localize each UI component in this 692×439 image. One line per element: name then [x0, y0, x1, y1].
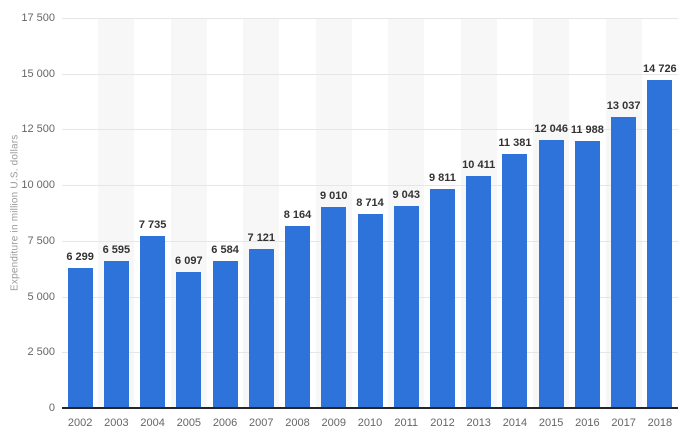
bar-value-label: 8 714: [356, 196, 384, 209]
y-tick-label: 7 500: [27, 234, 55, 247]
bar-value-label: 13 037: [606, 100, 641, 113]
bar-value-label: 6 584: [211, 244, 239, 257]
y-tick-label: 17 500: [21, 12, 55, 24]
x-tick-label: 2004: [140, 417, 165, 429]
x-tick-label: 2006: [212, 417, 238, 429]
bar-value-label: 6 299: [66, 250, 94, 263]
x-tick-label: 2017: [611, 417, 636, 429]
x-tick-label: 2005: [176, 417, 202, 429]
bar-value-label: 10 411: [462, 158, 496, 171]
bar[interactable]: [429, 189, 455, 408]
y-tick-label: 12 500: [21, 123, 55, 136]
bar-value-label: 7 121: [247, 232, 276, 245]
x-tick-label: 2014: [502, 417, 528, 429]
x-tick-label: 2003: [104, 417, 129, 429]
bar[interactable]: [647, 79, 673, 408]
x-tick-label: 2012: [430, 417, 455, 429]
bar[interactable]: [466, 175, 492, 408]
bar[interactable]: [357, 213, 383, 408]
x-axis-line: [62, 407, 678, 409]
y-tick-label: 15 000: [21, 67, 55, 80]
bar-value-label: 11 381: [498, 137, 532, 150]
x-tick-label: 2007: [249, 417, 274, 429]
x-tick-label: 2009: [321, 417, 346, 429]
bar[interactable]: [393, 206, 419, 408]
gridline: [62, 18, 678, 19]
gridline: [62, 73, 678, 75]
y-tick-label: 2 500: [27, 346, 55, 359]
gridline: [62, 185, 678, 187]
x-tick-label: 2011: [394, 417, 419, 429]
bar-value-label: 9 010: [319, 190, 348, 203]
y-tick-label: 0: [48, 402, 55, 414]
x-tick-label: 2015: [538, 417, 564, 429]
bar[interactable]: [574, 140, 600, 408]
x-tick-label: 2002: [67, 417, 93, 429]
bar[interactable]: [538, 139, 564, 408]
bar[interactable]: [103, 261, 129, 408]
bar[interactable]: [611, 117, 637, 408]
bar[interactable]: [140, 235, 166, 408]
bar-value-label: 8 164: [283, 209, 312, 222]
x-tick-label: 2018: [647, 417, 673, 429]
bar[interactable]: [212, 261, 238, 408]
y-tick-label: 10 000: [21, 179, 55, 192]
bar[interactable]: [67, 267, 93, 408]
bar-value-label: 12 046: [534, 122, 568, 135]
bar[interactable]: [321, 207, 347, 408]
bar-value-label: 14 726: [643, 62, 677, 75]
bar[interactable]: [502, 154, 528, 408]
bar-value-label: 6 097: [175, 255, 203, 268]
plot-area: 6 299 6 595 7 735 6 097 6 584 7 121 8 164 9 010…: [62, 18, 678, 408]
x-tick-label: 2016: [575, 417, 600, 429]
bar-value-label: 9 811: [429, 172, 456, 185]
x-tick-label: 2010: [357, 417, 383, 429]
bar-value-label: 11 988: [570, 123, 604, 136]
gridline: [62, 129, 678, 131]
bar[interactable]: [176, 272, 202, 408]
y-tick-label: 5 000: [27, 290, 55, 303]
bar-value-label: 9 043: [392, 189, 420, 202]
bar-value-label: 7 735: [138, 218, 167, 231]
bar[interactable]: [248, 249, 274, 408]
bar-value-label: 6 595: [102, 244, 131, 257]
bar[interactable]: [285, 226, 311, 408]
x-tick-label: 2013: [466, 417, 491, 429]
x-tick-label: 2008: [285, 417, 310, 429]
